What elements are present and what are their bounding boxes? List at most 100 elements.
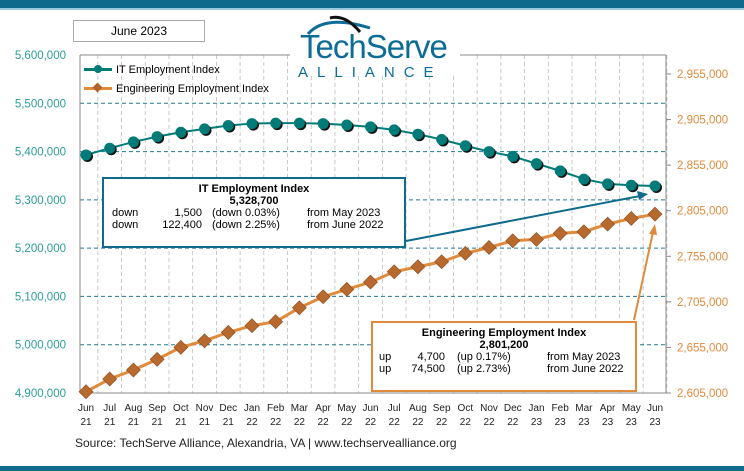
right-axis-tick-label: 2,855,000 xyxy=(677,160,728,172)
x-tick-label-year: 21 xyxy=(152,417,164,428)
x-tick-label-year: 21 xyxy=(104,417,116,428)
engineering-summary-box: Engineering Employment Index 2,801,200 u… xyxy=(371,321,637,392)
engineering-data-point xyxy=(197,333,212,349)
pct: (down 2.25%) xyxy=(212,219,280,231)
x-tick-label: Mar xyxy=(291,403,309,414)
it-data-point xyxy=(483,146,495,158)
from: from June 2022 xyxy=(547,363,624,375)
x-tick-label-year: 22 xyxy=(294,417,306,428)
x-tick-label-year: 23 xyxy=(649,417,661,428)
it-box-row: down 1,500 (down 0.03%) from May 2023 xyxy=(112,207,404,219)
from: from May 2023 xyxy=(307,207,381,219)
engineering-data-point xyxy=(552,225,568,241)
legend: IT Employment Index Engineering Employme… xyxy=(84,60,269,98)
amount: 74,500 xyxy=(411,363,445,375)
it-callout-arrow xyxy=(405,195,641,242)
left-axis-tick-label: 5,600,000 xyxy=(15,50,66,62)
legend-swatch-engineering xyxy=(84,82,112,93)
it-data-point xyxy=(80,149,92,161)
x-tick-label: Jun xyxy=(362,403,378,414)
eng-box-row: up 4,700 (up 0.17%) from May 2023 xyxy=(379,351,635,363)
engineering-data-point xyxy=(220,324,236,340)
top-bar xyxy=(0,0,744,8)
engineering-data-point xyxy=(125,362,141,378)
x-tick-label-year: 22 xyxy=(270,417,282,428)
it-data-point xyxy=(341,119,353,131)
it-data-point xyxy=(293,117,305,129)
x-tick-label-year: 22 xyxy=(318,417,330,428)
legend-label: IT Employment Index xyxy=(116,63,220,76)
from: from June 2022 xyxy=(307,219,384,231)
engineering-data-point xyxy=(244,318,260,334)
engineering-data-point xyxy=(600,216,616,232)
it-data-point xyxy=(554,165,566,177)
engineering-data-point xyxy=(102,371,118,387)
pct: (up 2.73%) xyxy=(457,363,511,375)
left-axis-tick-label: 5,200,000 xyxy=(15,243,66,255)
dir: up xyxy=(379,351,392,363)
it-box-value: 5,328,700 xyxy=(229,195,279,207)
engineering-data-point xyxy=(529,232,544,247)
left-axis-tick-label: 5,100,000 xyxy=(15,291,66,303)
it-data-point xyxy=(317,118,329,130)
it-data-point xyxy=(530,158,542,170)
x-tick-label: Jun xyxy=(78,403,94,414)
legend-marker-circle-icon xyxy=(94,65,102,73)
it-data-point xyxy=(436,134,448,145)
it-callout-arrowhead xyxy=(637,191,648,200)
x-tick-label: Feb xyxy=(552,403,570,414)
x-tick-label-year: 21 xyxy=(128,417,140,428)
x-tick-label: Oct xyxy=(173,403,189,414)
left-axis-tick-label: 4,900,000 xyxy=(15,388,66,400)
x-tick-label: May xyxy=(622,403,641,414)
eng-box-title: Engineering Employment Index xyxy=(421,327,587,339)
engineering-data-point xyxy=(505,233,521,249)
engineering-data-point xyxy=(386,264,402,280)
x-tick-label: Dec xyxy=(219,403,237,414)
left-axis-tick-label: 5,300,000 xyxy=(15,195,66,207)
it-box-title: IT Employment Index xyxy=(198,183,310,195)
x-tick-label-year: 22 xyxy=(246,417,258,428)
dir: down xyxy=(112,219,139,231)
dir: up xyxy=(379,363,392,375)
it-data-point xyxy=(127,136,139,148)
engineering-callout-arrowhead xyxy=(649,224,657,235)
logo-text: TechServe xyxy=(300,28,448,65)
x-tick-label: Aug xyxy=(125,403,143,414)
it-data-point xyxy=(246,118,258,130)
engineering-callout-arrow xyxy=(633,231,654,321)
engineering-data-point xyxy=(410,259,426,275)
x-tick-label: Sep xyxy=(433,403,451,414)
engineering-data-point xyxy=(434,254,450,270)
engineering-data-point xyxy=(481,240,497,255)
it-data-point xyxy=(222,119,234,131)
x-tick-label: Apr xyxy=(315,403,331,414)
x-tick-label-year: 22 xyxy=(460,417,472,428)
engineering-data-point xyxy=(339,281,355,297)
engineering-data-point xyxy=(149,351,165,367)
engineering-data-point xyxy=(291,300,307,316)
engineering-data-point xyxy=(173,339,189,355)
left-axis-tick-label: 5,400,000 xyxy=(15,147,66,159)
x-tick-label: Jul xyxy=(103,403,116,414)
it-data-point xyxy=(412,128,424,140)
x-tick-label-year: 23 xyxy=(555,417,567,428)
it-data-point xyxy=(649,180,661,192)
engineering-data-point xyxy=(78,384,94,400)
left-axis-tick-label: 5,000,000 xyxy=(15,340,66,352)
legend-item-engineering: Engineering Employment Index xyxy=(84,79,269,98)
x-tick-label: May xyxy=(337,403,356,414)
right-axis-tick-label: 2,705,000 xyxy=(677,297,728,309)
x-tick-label: Apr xyxy=(600,403,616,414)
right-axis-tick-label: 2,905,000 xyxy=(677,115,728,127)
it-data-point xyxy=(602,178,614,190)
right-axis-tick-label: 2,655,000 xyxy=(677,342,728,354)
x-tick-label: Jul xyxy=(388,403,401,414)
right-axis-tick-label: 2,755,000 xyxy=(677,251,728,263)
engineering-data-point xyxy=(457,245,473,261)
right-axis-tick-label: 2,955,000 xyxy=(677,69,728,81)
x-tick-label: Dec xyxy=(504,403,522,414)
engineering-data-point xyxy=(363,274,378,290)
